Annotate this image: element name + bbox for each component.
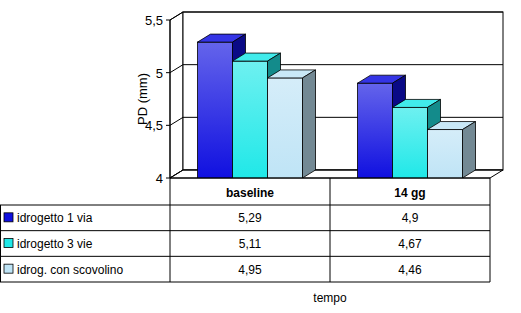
grid-line — [170, 12, 503, 20]
bar-front — [428, 130, 463, 178]
side-wall — [170, 12, 183, 178]
legend-swatch — [4, 213, 13, 222]
bar — [428, 122, 476, 178]
y-tick — [166, 20, 170, 21]
legend-swatch — [4, 239, 13, 248]
data-table: baseline 14 gg idrogetto 1 via 5,29 4,9 idrog… — [0, 178, 490, 282]
bar-side — [303, 70, 316, 178]
legend-swatch — [4, 264, 13, 273]
y-tick-label: 5 — [156, 66, 163, 81]
table-value: 5,11 — [239, 237, 262, 251]
y-axis-label: PD (mm) — [135, 73, 150, 125]
bar-front — [233, 61, 268, 178]
y-tick — [166, 125, 170, 126]
bars — [198, 34, 476, 178]
y-axis — [170, 20, 171, 178]
y-tick — [166, 72, 170, 73]
bar-front — [198, 42, 233, 178]
table-line — [170, 178, 490, 179]
y-tick — [166, 178, 170, 179]
legend-label: idrogetto 3 vie — [17, 237, 93, 251]
category-label: 14 gg — [394, 186, 425, 200]
legend-label: idrogetto 1 via — [17, 211, 93, 225]
table-value: 4,9 — [402, 211, 419, 225]
table-line — [490, 178, 491, 282]
table-value: 5,29 — [238, 211, 262, 225]
table-line — [0, 230, 490, 231]
y-tick-label: 4 — [156, 171, 163, 186]
x-axis-label: tempo — [313, 291, 347, 305]
bar — [268, 70, 316, 178]
table-line — [0, 256, 490, 257]
chart-container: 44,555,5PD (mm)baseline14 ggidrogetto 1 … — [0, 0, 521, 313]
chart-svg: 44,555,5PD (mm)baseline14 ggidrogetto 1 … — [0, 0, 521, 313]
table-line — [170, 178, 171, 282]
table-line — [330, 178, 331, 282]
table-value: 4,67 — [398, 237, 422, 251]
table-line — [0, 282, 490, 283]
bar-front — [393, 107, 428, 178]
legend-label: idrog. con scovolino — [17, 263, 123, 277]
y-tick-label: 5,5 — [145, 13, 163, 28]
table-line — [0, 205, 490, 206]
table-value: 4,95 — [238, 263, 262, 277]
table-line — [0, 205, 1, 282]
bar-front — [268, 78, 303, 178]
bar-front — [358, 83, 393, 178]
table-value: 4,46 — [398, 263, 422, 277]
category-label: baseline — [226, 186, 274, 200]
bar-side — [463, 122, 476, 178]
